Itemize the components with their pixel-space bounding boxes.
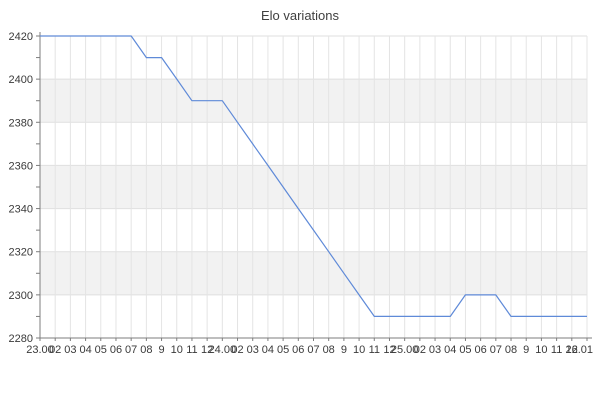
- x-tick-label: 04: [262, 344, 274, 356]
- x-tick-label: 10: [535, 344, 547, 356]
- x-tick-label: 05: [95, 344, 107, 356]
- x-tick-label: 25.00: [391, 344, 419, 356]
- x-tick-label: 06: [110, 344, 122, 356]
- x-tick-label: 03: [247, 344, 259, 356]
- y-tick-label: 2300: [9, 290, 33, 302]
- x-tick-label: 11: [551, 344, 562, 356]
- x-tick-label: 07: [125, 344, 137, 356]
- y-tick-label: 2360: [9, 160, 33, 172]
- x-tick-label: 11: [369, 344, 380, 356]
- x-tick-label: 9: [341, 344, 347, 356]
- x-tick-label: 10: [171, 344, 183, 356]
- x-tick-label: 03: [429, 344, 441, 356]
- x-tick-label: 02: [231, 344, 243, 356]
- x-tick-label: 02: [49, 344, 61, 356]
- elo-series-line: [40, 35, 587, 317]
- y-tick-label: 2280: [9, 333, 33, 345]
- y-tick-label: 2400: [9, 74, 33, 86]
- x-tick-label: 9: [523, 344, 529, 356]
- x-tick-label: 06: [292, 344, 304, 356]
- y-tick-label: 2340: [9, 204, 33, 216]
- x-tick-label: 07: [490, 344, 502, 356]
- x-tick-label: 08: [505, 344, 517, 356]
- chart-title: Elo variations: [260, 8, 340, 23]
- x-tick-label: 24.00: [209, 344, 237, 356]
- x-tick-label: 9: [158, 344, 164, 356]
- x-tick-label: 05: [459, 344, 471, 356]
- x-tick-label: 06: [475, 344, 487, 356]
- x-tick-label: 07: [307, 344, 319, 356]
- x-tick-label: 12: [383, 344, 395, 356]
- x-tick-label: 12: [566, 344, 578, 356]
- x-tick-label: 02: [414, 344, 426, 356]
- x-tick-label: 26.01: [565, 344, 593, 356]
- x-tick-label: 08: [323, 344, 335, 356]
- x-tick-label: 11: [186, 344, 197, 356]
- x-tick-label: 05: [277, 344, 289, 356]
- y-tick-label: 2420: [9, 31, 33, 43]
- x-tick-label: 03: [64, 344, 76, 356]
- x-tick-label: 04: [444, 344, 456, 356]
- y-tick-label: 2320: [9, 247, 33, 259]
- x-tick-label: 04: [79, 344, 91, 356]
- x-tick-label: 12: [201, 344, 213, 356]
- x-tick-label: 23.00: [26, 344, 54, 356]
- y-tick-label: 2380: [9, 117, 33, 129]
- x-tick-label: 08: [140, 344, 152, 356]
- x-tick-label: 10: [353, 344, 365, 356]
